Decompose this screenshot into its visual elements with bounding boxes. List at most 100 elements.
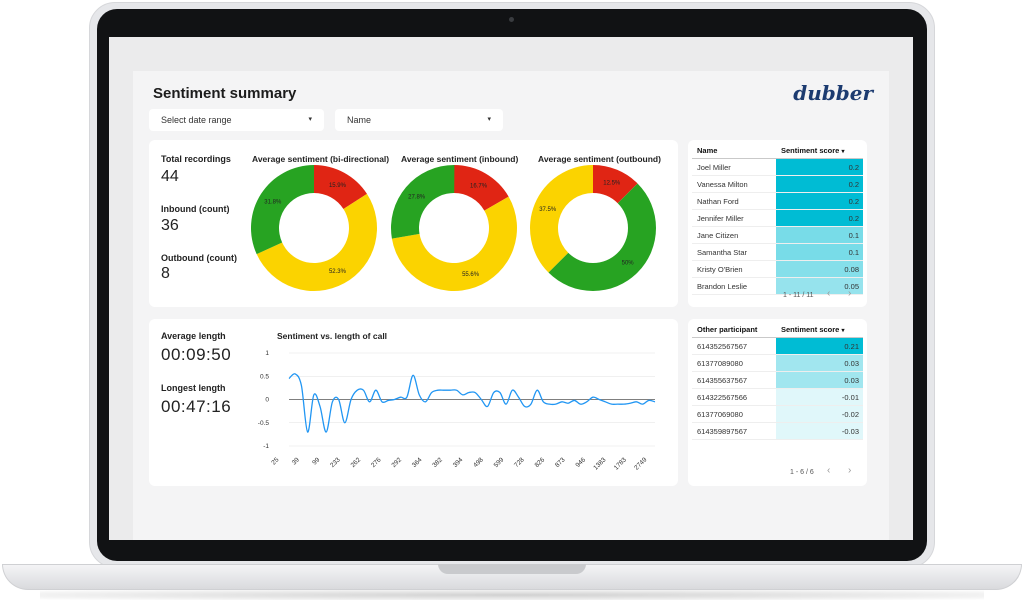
- sort-desc-icon: ▾: [841, 148, 845, 155]
- row-name: Kristy O'Brien: [692, 260, 776, 278]
- donut-slice-label: 55.6%: [462, 272, 480, 278]
- sort-desc-icon: ▾: [841, 327, 845, 334]
- row-score: 0.1: [776, 226, 863, 244]
- x-tick-label: 946: [574, 456, 587, 469]
- table-row[interactable]: Samantha Star 0.1: [692, 243, 863, 261]
- donut-slice-label: 31.8%: [264, 199, 282, 205]
- y-tick-label: -0.5: [258, 420, 270, 427]
- donut-slice-green[interactable]: [391, 165, 455, 239]
- chevron-down-icon: ▾: [487, 116, 491, 123]
- camera: [509, 17, 514, 22]
- x-tick-label: 599: [493, 456, 506, 469]
- participants-table-card: Other participant Sentiment score ▾ 6143…: [688, 319, 867, 486]
- row-score: 0.21: [776, 337, 863, 355]
- row-name: Samantha Star: [692, 243, 776, 261]
- row-score: 0.08: [776, 260, 863, 278]
- x-tick-label: 99: [311, 456, 321, 466]
- name-select[interactable]: Name ▾: [335, 109, 503, 131]
- table-row[interactable]: Brandon Leslie 0.05: [692, 277, 863, 295]
- donut-slice-yellow[interactable]: [256, 193, 377, 291]
- dubber-logo: dubber: [793, 81, 873, 105]
- screen: Sentiment summary dubber Select date ran…: [109, 37, 913, 540]
- kpi-value: 36: [161, 217, 179, 234]
- table-row[interactable]: Joel Miller 0.2: [692, 158, 863, 176]
- laptop-notch: [438, 564, 586, 574]
- row-score: 0.03: [776, 371, 863, 389]
- row-score: -0.03: [776, 422, 863, 440]
- column-header-name[interactable]: Name: [692, 142, 776, 159]
- pagination-label: 1 - 6 / 6: [790, 469, 814, 476]
- names-table-card: Name Sentiment score ▾ Joel Miller 0.2 Van…: [688, 140, 867, 307]
- participants-table: Other participant Sentiment score ▾ 6143…: [692, 321, 863, 440]
- table-row[interactable]: Jane Citizen 0.1: [692, 226, 863, 244]
- row-name: Vanessa Milton: [692, 175, 776, 193]
- donut-slice-label: 50%: [622, 261, 635, 267]
- prev-page-button[interactable]: ‹: [827, 288, 831, 299]
- row-name: 61377089080: [692, 354, 776, 372]
- donut-slice-red[interactable]: [314, 165, 367, 210]
- table-row[interactable]: Jennifer Miller 0.2: [692, 209, 863, 227]
- x-tick-label: 39: [291, 456, 301, 466]
- donut-title: Average sentiment (inbound): [401, 154, 519, 164]
- table-row[interactable]: Vanessa Milton 0.2: [692, 175, 863, 193]
- x-tick-label: 873: [554, 456, 567, 469]
- kpi-label: Outbound (count): [161, 253, 237, 263]
- donut-slice-yellow[interactable]: [530, 165, 593, 273]
- kpi-value: 8: [161, 265, 170, 282]
- donut-slice-label: 37.5%: [539, 207, 557, 213]
- x-tick-label: 1383: [592, 456, 607, 471]
- donut-slice-green[interactable]: [250, 165, 314, 255]
- next-page-button[interactable]: ›: [848, 288, 852, 299]
- donut-slice-label: 16.7%: [470, 184, 488, 190]
- row-score: 0.2: [776, 209, 863, 227]
- page-title: Sentiment summary: [153, 85, 297, 102]
- table-row[interactable]: 614352567567 0.21: [692, 337, 863, 355]
- chart-title: Sentiment vs. length of call: [277, 331, 388, 341]
- kpi-label: Total recordings: [161, 154, 231, 164]
- prev-page-button[interactable]: ‹: [827, 465, 831, 476]
- column-header-score-label: Sentiment score: [781, 145, 840, 155]
- next-page-button[interactable]: ›: [848, 465, 852, 476]
- length-card: Average length 00:09:50 Longest length 0…: [149, 319, 678, 486]
- dashboard: Sentiment summary dubber Select date ran…: [133, 71, 889, 540]
- donut-slice-green[interactable]: [548, 183, 656, 291]
- column-header-participant[interactable]: Other participant: [692, 321, 776, 338]
- row-name: Jane Citizen: [692, 226, 776, 244]
- length-label: Longest length: [161, 383, 226, 393]
- donut-charts: 15.9% 52.3% 31.8% 16.7% 55.6% 27.8% 12.5% 50% 37…: [250, 165, 656, 291]
- x-tick-label: 276: [370, 456, 383, 469]
- donut-slice-yellow[interactable]: [391, 196, 517, 291]
- donut-slice-label: 15.9%: [329, 183, 347, 189]
- table-row[interactable]: 614359897567 -0.03: [692, 422, 863, 440]
- x-tick-label: 292: [390, 456, 403, 469]
- table-row[interactable]: 61377089080 0.03: [692, 354, 863, 372]
- column-header-score[interactable]: Sentiment score ▾: [776, 321, 863, 338]
- pagination-label: 1 - 11 / 11: [783, 292, 814, 299]
- row-score: -0.02: [776, 405, 863, 423]
- row-name: 614355637567: [692, 371, 776, 389]
- y-tick-label: 0: [265, 397, 269, 404]
- x-tick-label: 394: [452, 456, 465, 469]
- row-score: 0.2: [776, 158, 863, 176]
- donut-slice-red[interactable]: [593, 165, 638, 204]
- y-tick-label: 0.5: [260, 373, 269, 380]
- table-row[interactable]: 614322567566 -0.01: [692, 388, 863, 406]
- name-select-label: Name: [347, 115, 372, 125]
- length-value: 00:09:50: [161, 345, 232, 364]
- table-row[interactable]: 61377069080 -0.02: [692, 405, 863, 423]
- donut-slice-red[interactable]: [454, 165, 509, 211]
- donut-slice-label: 27.8%: [408, 194, 426, 200]
- chevron-down-icon: ▾: [308, 116, 312, 123]
- series-line[interactable]: [288, 373, 656, 433]
- table-row[interactable]: 614355637567 0.03: [692, 371, 863, 389]
- table-row[interactable]: Nathan Ford 0.2: [692, 192, 863, 210]
- x-tick-label: 2749: [633, 456, 648, 471]
- donut-title: Average sentiment (bi-directional): [252, 154, 390, 164]
- kpi-label: Inbound (count): [161, 204, 230, 214]
- donut-slice-label: 52.3%: [329, 269, 347, 275]
- row-name: 614322567566: [692, 388, 776, 406]
- table-row[interactable]: Kristy O'Brien 0.08: [692, 260, 863, 278]
- row-name: Jennifer Miller: [692, 209, 776, 227]
- date-range-select[interactable]: Select date range ▾: [149, 109, 324, 131]
- column-header-score[interactable]: Sentiment score ▾: [776, 142, 863, 159]
